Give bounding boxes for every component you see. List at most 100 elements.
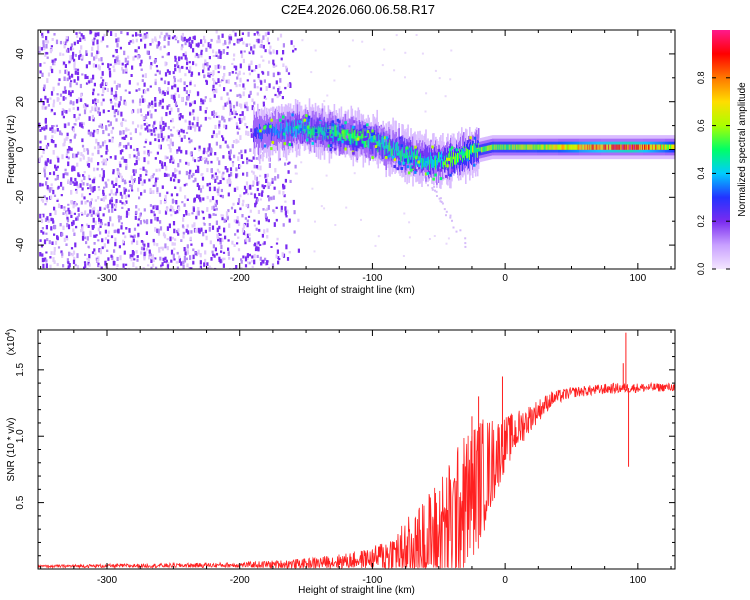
noise-speck: [42, 231, 45, 235]
noise-speck: [67, 203, 70, 206]
ridge-cell: [468, 149, 470, 158]
noise-speck: [241, 214, 244, 218]
noise-speck: [97, 256, 100, 262]
noise-speck: [239, 135, 242, 140]
noise-speck: [136, 82, 139, 86]
ridge-cell: [473, 143, 475, 154]
noise-speck: [243, 50, 246, 53]
ridge-cell: [341, 130, 344, 134]
noise-speck: [44, 217, 48, 222]
noise-speck: [80, 123, 83, 128]
ridge-cell: [630, 144, 632, 150]
noise-speck: [240, 53, 244, 59]
noise-speck: [154, 127, 157, 130]
noise-speck: [244, 217, 247, 220]
ridge-cell: [417, 149, 419, 157]
noise-speck: [128, 41, 131, 45]
noise-speck: [408, 221, 411, 224]
noise-speck: [110, 196, 114, 200]
noise-speck: [43, 239, 47, 245]
noise-speck: [147, 160, 150, 165]
noise-speck: [67, 265, 70, 269]
ridge-cell: [396, 167, 400, 171]
noise-speck: [58, 69, 62, 74]
noise-speck: [167, 87, 170, 92]
noise-speck: [180, 35, 183, 41]
ridge-cell: [393, 158, 397, 162]
noise-speck: [132, 235, 135, 239]
ridge-cell: [307, 115, 311, 119]
noise-speck: [262, 259, 265, 264]
noise-speck: [196, 122, 199, 127]
noise-speck: [267, 185, 270, 189]
noise-speck: [55, 166, 58, 171]
noise-speck: [69, 140, 72, 144]
noise-speck: [142, 247, 145, 251]
ridge-cell: [455, 152, 457, 165]
noise-speck: [288, 218, 291, 223]
ridge-cell: [391, 148, 393, 156]
noise-speck: [186, 95, 189, 101]
noise-speck: [41, 35, 44, 39]
noise-speck: [117, 103, 120, 108]
noise-speck: [101, 81, 104, 86]
ridge-cell: [622, 144, 624, 150]
noise-speck: [247, 203, 250, 209]
noise-speck: [202, 69, 205, 74]
noise-speck: [264, 32, 267, 37]
ridge-cell: [448, 153, 450, 161]
noise-speck: [255, 157, 258, 160]
noise-speck: [144, 34, 147, 39]
noise-speck: [229, 167, 233, 171]
ridge-cell: [451, 153, 453, 175]
ridge-cell: [424, 149, 426, 164]
noise-speck: [130, 240, 134, 245]
ridge-cell: [272, 126, 275, 133]
noise-speck: [45, 197, 49, 201]
ridge-cell: [288, 121, 291, 132]
noise-speck: [94, 199, 97, 202]
noise-speck: [199, 197, 202, 202]
noise-speck: [260, 192, 264, 197]
noise-speck: [52, 86, 55, 92]
noise-speck: [445, 214, 447, 217]
noise-speck: [204, 61, 207, 66]
noise-speck: [247, 31, 250, 37]
noise-speck: [164, 194, 167, 200]
ridge-cell: [401, 149, 403, 161]
noise-speck: [213, 115, 216, 119]
noise-speck: [89, 209, 92, 214]
noise-speck: [275, 218, 278, 222]
noise-speck: [172, 71, 175, 75]
ridge-cell: [474, 145, 477, 158]
noise-speck: [163, 36, 166, 41]
noise-speck: [178, 257, 181, 263]
noise-speck: [189, 43, 193, 49]
noise-speck: [125, 134, 128, 138]
ridge-cell: [488, 145, 491, 151]
noise-speck: [97, 239, 100, 242]
noise-speck: [41, 253, 44, 257]
noise-speck: [125, 227, 128, 230]
noise-speck: [115, 118, 118, 122]
noise-speck: [210, 168, 213, 173]
noise-speck: [197, 168, 200, 174]
noise-speck: [103, 207, 106, 210]
ridge-cell: [300, 121, 303, 131]
ridge-cell: [434, 173, 437, 177]
noise-speck: [264, 185, 267, 188]
ridge-cell: [380, 142, 382, 151]
noise-speck: [403, 212, 406, 215]
noise-speck: [115, 188, 119, 194]
noise-speck: [113, 229, 116, 234]
ridge-cell: [414, 170, 417, 174]
noise-speck: [50, 217, 53, 222]
noise-speck: [45, 124, 48, 130]
noise-speck: [121, 201, 124, 205]
noise-speck: [70, 200, 73, 205]
ridge-cell: [432, 177, 435, 181]
noise-speck: [148, 254, 151, 260]
noise-speck: [207, 72, 210, 75]
noise-speck: [248, 233, 251, 237]
colorbar-gradient: [712, 30, 730, 269]
